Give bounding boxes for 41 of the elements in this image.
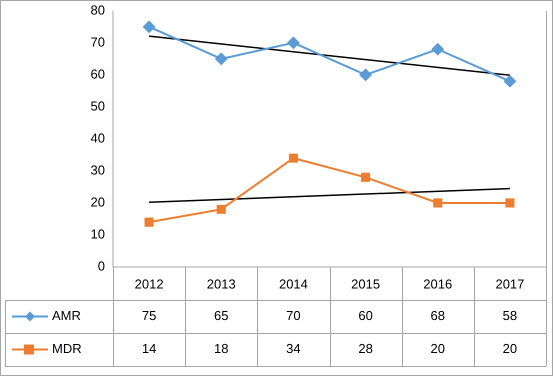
y-tick-label: 40: [90, 130, 105, 146]
point: [432, 43, 444, 56]
y-tick-label: 0: [98, 258, 105, 274]
x-tick-label: 2013: [206, 276, 236, 292]
point: [505, 198, 514, 208]
x-tick-label: 2014: [278, 276, 308, 292]
x-tick-label: 2017: [495, 276, 524, 292]
y-tick-label: 50: [90, 98, 105, 114]
data-label: 58: [502, 308, 518, 324]
point: [361, 172, 370, 182]
point: [504, 75, 516, 88]
point: [216, 204, 226, 214]
point: [143, 20, 156, 33]
data-label: 60: [358, 308, 373, 324]
data-label: 20: [502, 341, 518, 356]
data-label: 75: [142, 308, 156, 324]
y-tick-label: 20: [90, 194, 105, 210]
data-label: 18: [214, 341, 228, 356]
data-label: 68: [430, 308, 445, 324]
legend-label: AMR: [52, 308, 81, 324]
y-tick-label: 10: [90, 226, 105, 242]
point: [215, 52, 228, 65]
y-tick-label: 30: [90, 162, 105, 178]
x-tick-label: 2012: [134, 276, 164, 292]
x-tick-label: 2016: [423, 276, 452, 292]
y-tick-label: 60: [90, 66, 105, 82]
point: [144, 218, 154, 227]
point: [360, 68, 372, 81]
data-label: 14: [142, 341, 156, 356]
y-tick-label: 80: [90, 2, 105, 18]
data-label: 70: [286, 308, 301, 324]
data-label: 28: [358, 341, 373, 356]
data-label: 34: [286, 341, 301, 356]
y-tick-label: 70: [90, 34, 105, 50]
x-tick-label: 2015: [351, 276, 380, 292]
point: [288, 154, 298, 163]
point: [433, 198, 442, 208]
data-label: 20: [430, 341, 445, 356]
point: [287, 36, 300, 49]
legend-label: MDR: [52, 341, 82, 356]
data-label: 65: [214, 308, 228, 324]
